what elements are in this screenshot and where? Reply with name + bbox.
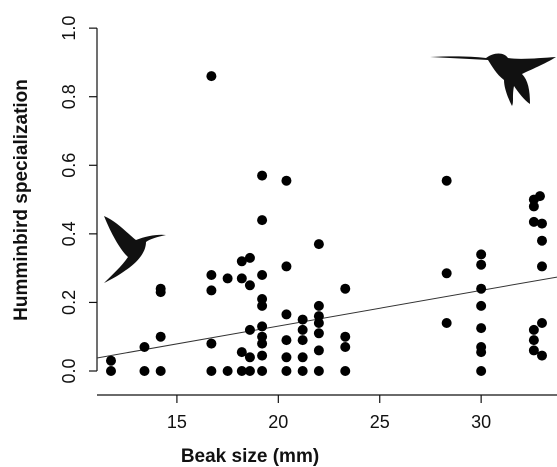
trend-line <box>96 276 557 359</box>
point <box>257 321 268 332</box>
y-tick-label: 0.4 <box>59 221 79 246</box>
point <box>281 261 292 272</box>
point <box>528 345 539 356</box>
point <box>236 366 247 376</box>
point <box>257 331 268 342</box>
point <box>340 283 351 294</box>
point <box>476 323 487 334</box>
point <box>244 352 255 363</box>
point <box>340 366 351 376</box>
point <box>528 201 539 212</box>
hummingbird-right <box>430 53 556 106</box>
point <box>441 175 452 186</box>
point <box>236 256 247 267</box>
point <box>476 283 487 294</box>
point <box>155 366 166 376</box>
point <box>313 328 324 339</box>
point <box>536 350 547 361</box>
x-tick-label: 25 <box>370 412 390 432</box>
x-tick-label: 20 <box>268 412 288 432</box>
point <box>340 342 351 352</box>
point <box>155 331 166 342</box>
point <box>476 347 487 358</box>
point <box>297 314 308 325</box>
point <box>313 311 324 322</box>
point <box>206 338 217 349</box>
point <box>236 347 247 358</box>
point <box>313 366 324 376</box>
y-tick-label: 0.0 <box>59 358 79 383</box>
y-tick-label: 1.0 <box>59 16 79 41</box>
y-axis-label: Humminbird specialization <box>11 79 32 321</box>
point <box>528 335 539 346</box>
point <box>257 170 268 181</box>
point <box>244 324 255 335</box>
point <box>340 331 351 342</box>
point <box>257 270 268 280</box>
point <box>534 191 545 202</box>
point <box>536 318 547 328</box>
point <box>476 249 487 260</box>
y-tick-label: 0.8 <box>59 84 79 109</box>
point <box>105 366 116 376</box>
point <box>206 285 217 296</box>
x-tick-label: 30 <box>471 412 491 432</box>
point <box>257 366 268 376</box>
point <box>206 270 217 280</box>
point <box>244 366 255 376</box>
point <box>528 216 539 227</box>
point <box>206 71 217 82</box>
point <box>139 342 150 352</box>
point <box>257 338 268 349</box>
point <box>297 324 308 335</box>
point <box>476 259 487 270</box>
point <box>236 273 247 284</box>
point <box>281 335 292 346</box>
point <box>313 300 324 311</box>
point <box>313 318 324 328</box>
point <box>536 218 547 229</box>
point <box>155 283 166 294</box>
point <box>222 366 233 376</box>
point <box>441 318 452 328</box>
point <box>281 366 292 376</box>
point <box>476 300 487 311</box>
point <box>536 235 547 246</box>
y-tick-label: 0.2 <box>59 290 79 315</box>
point <box>222 273 233 284</box>
point <box>244 280 255 291</box>
point <box>257 294 268 304</box>
point <box>313 345 324 356</box>
point <box>528 324 539 335</box>
point <box>139 366 150 376</box>
point <box>313 239 324 250</box>
point <box>536 261 547 272</box>
point <box>297 352 308 363</box>
x-tick-label: 15 <box>167 412 187 432</box>
point <box>297 366 308 376</box>
point <box>441 268 452 279</box>
point <box>281 352 292 363</box>
point <box>257 350 268 361</box>
point <box>297 335 308 346</box>
point <box>257 300 268 311</box>
point <box>257 215 268 226</box>
point <box>206 366 217 376</box>
point <box>281 175 292 186</box>
y-tick-label: 0.6 <box>59 153 79 178</box>
x-axis-label: Beak size (mm) <box>181 446 319 467</box>
point <box>281 309 292 320</box>
point <box>244 252 255 263</box>
point <box>105 355 116 366</box>
hummingbird-left <box>104 216 166 283</box>
point <box>476 366 487 376</box>
